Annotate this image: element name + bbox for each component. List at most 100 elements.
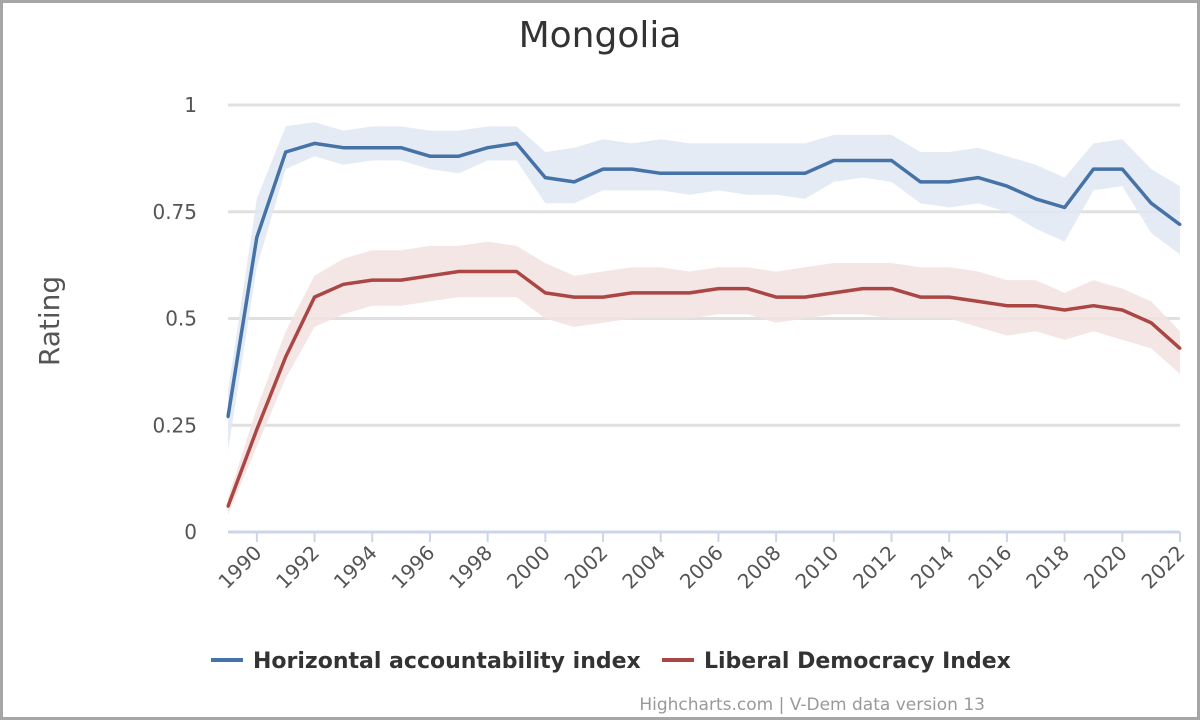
data-point[interactable] (1178, 223, 1182, 227)
legend-item-1[interactable]: Horizontal accountability index (211, 649, 641, 674)
y-tick-label: 0 (184, 520, 197, 544)
data-point[interactable] (313, 141, 317, 145)
series-lines (226, 141, 1182, 508)
data-point[interactable] (688, 171, 692, 175)
data-point[interactable] (947, 180, 951, 184)
data-point[interactable] (832, 291, 836, 295)
data-point[interactable] (716, 171, 720, 175)
x-tick-label: 2000 (502, 541, 555, 594)
data-point[interactable] (457, 154, 461, 158)
data-point[interactable] (1005, 184, 1009, 188)
data-point[interactable] (918, 180, 922, 184)
data-point[interactable] (918, 295, 922, 299)
data-point[interactable] (341, 282, 345, 286)
data-point[interactable] (890, 287, 894, 291)
data-point[interactable] (1149, 321, 1153, 325)
data-point[interactable] (774, 171, 778, 175)
data-point[interactable] (1091, 304, 1095, 308)
data-point[interactable] (514, 141, 518, 145)
data-point[interactable] (572, 295, 576, 299)
data-point[interactable] (774, 295, 778, 299)
legend-label: Liberal Democracy Index (704, 649, 1011, 674)
legend-item-2[interactable]: Liberal Democracy Index (662, 649, 1011, 674)
data-point[interactable] (1034, 197, 1038, 201)
y-axis-label: Rating (33, 276, 66, 366)
data-point[interactable] (255, 428, 259, 432)
data-point[interactable] (976, 176, 980, 180)
data-point[interactable] (1091, 167, 1095, 171)
data-point[interactable] (341, 146, 345, 150)
x-tick-label: 2012 (848, 541, 901, 594)
x-tick-label: 2018 (1021, 541, 1074, 594)
data-point[interactable] (861, 287, 865, 291)
data-point[interactable] (284, 355, 288, 359)
data-point[interactable] (716, 287, 720, 291)
data-point[interactable] (313, 295, 317, 299)
data-point[interactable] (1034, 304, 1038, 308)
data-point[interactable] (370, 146, 374, 150)
data-point[interactable] (543, 176, 547, 180)
y-tick-label: 0.25 (152, 413, 197, 437)
data-point[interactable] (947, 295, 951, 299)
data-point[interactable] (659, 291, 663, 295)
data-point[interactable] (630, 291, 634, 295)
data-point[interactable] (659, 171, 663, 175)
data-point[interactable] (514, 270, 518, 274)
chart-svg: Mongolia Rating 00.250.50.751 1990 1992 19… (33, 15, 1190, 715)
data-point[interactable] (399, 146, 403, 150)
data-point[interactable] (803, 295, 807, 299)
data-point[interactable] (543, 291, 547, 295)
data-point[interactable] (1120, 308, 1124, 312)
data-point[interactable] (284, 150, 288, 154)
series-line[interactable] (226, 269, 1182, 508)
x-tick-label: 2010 (790, 541, 843, 594)
data-point[interactable] (745, 287, 749, 291)
data-point[interactable] (745, 171, 749, 175)
x-axis-ticks: 1990 1992 1994 1996 1998 2000 2002 2004 2006 2008… (213, 541, 1189, 594)
data-point[interactable] (1149, 201, 1153, 205)
x-tick-label: 1998 (444, 541, 497, 594)
data-point[interactable] (861, 159, 865, 163)
credits-link[interactable]: Highcharts.com | V-Dem data version 13 (639, 695, 985, 715)
data-point[interactable] (370, 278, 374, 282)
series-line[interactable] (226, 141, 1182, 417)
x-tick-label: 2016 (963, 541, 1016, 594)
data-point[interactable] (428, 154, 432, 158)
legend: Horizontal accountability index Liberal D… (211, 649, 1011, 674)
data-point[interactable] (1063, 205, 1067, 209)
data-point[interactable] (399, 278, 403, 282)
y-axis-ticks: 0 0.25 0.5 0.75 1 (152, 93, 197, 544)
data-point[interactable] (1120, 167, 1124, 171)
data-point[interactable] (1005, 304, 1009, 308)
data-point[interactable] (486, 146, 490, 150)
data-point[interactable] (688, 291, 692, 295)
x-tick-label: 1994 (329, 541, 382, 594)
data-point[interactable] (1063, 308, 1067, 312)
data-point[interactable] (890, 159, 894, 163)
data-point[interactable] (255, 235, 259, 239)
x-tick-label: 2004 (617, 541, 670, 594)
data-point[interactable] (572, 180, 576, 184)
data-point[interactable] (428, 274, 432, 278)
confidence-band (228, 241, 1180, 515)
data-point[interactable] (832, 159, 836, 163)
x-tick-label: 2020 (1079, 541, 1132, 594)
y-tick-label: 0.5 (165, 307, 197, 331)
data-point[interactable] (630, 167, 634, 171)
data-point[interactable] (1178, 346, 1182, 350)
x-tick-label: 1996 (387, 541, 440, 594)
y-tick-label: 1 (184, 93, 197, 117)
data-point[interactable] (226, 415, 230, 419)
data-point[interactable] (601, 167, 605, 171)
x-axis (228, 530, 1181, 542)
x-tick-label: 2008 (733, 541, 786, 594)
data-point[interactable] (976, 299, 980, 303)
x-tick-label: 1992 (271, 541, 324, 594)
x-tick-label: 2014 (906, 541, 959, 594)
data-point[interactable] (226, 504, 230, 508)
data-point[interactable] (457, 270, 461, 274)
data-point[interactable] (486, 270, 490, 274)
data-point[interactable] (601, 295, 605, 299)
data-point[interactable] (803, 171, 807, 175)
